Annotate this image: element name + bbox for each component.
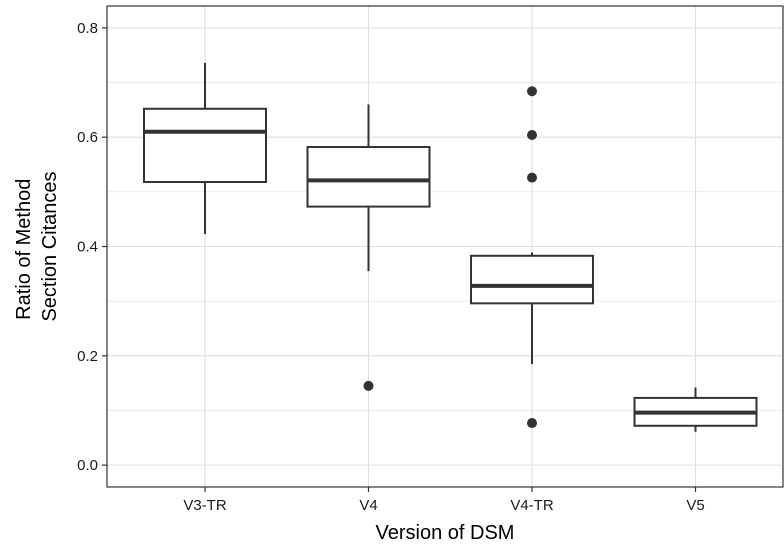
y-tick-label: 0.4 [77,239,98,256]
outlier-point [527,418,537,429]
iqr-box [306,146,431,208]
box-v5 [633,387,758,432]
boxes [143,62,758,432]
iqr-box [143,107,267,184]
x-tick-label: V5 [686,497,704,514]
y-tick-label: 0.2 [77,348,98,365]
outlier-point [527,129,537,140]
x-tick-label: V4-TR [510,497,554,514]
box-v3-tr [143,62,267,234]
outlier-point [363,380,374,391]
box-v4-tr [470,86,594,429]
outlier-point [527,86,537,97]
y-axis-title-line-2: Section Citances [39,171,61,321]
y-tick-label: 0.8 [77,20,98,37]
y-tick-label: 0.0 [77,457,98,474]
x-tick-label: V4 [359,497,377,514]
x-tick-label: V3-TR [183,497,227,514]
box-v4 [306,104,431,391]
x-axis-title: Version of DSM [376,522,515,544]
axes: 0.0 0.2 0.4 0.6 0.8 V3-TR V4 V4-TR V5 [77,20,705,514]
y-axis-title-line-1: Ratio of Method [13,179,35,320]
iqr-box [470,254,594,305]
y-tick-label: 0.6 [77,129,98,146]
outlier-point [527,172,537,183]
y-axis-title: Ratio of Method Section Citances [13,171,61,321]
